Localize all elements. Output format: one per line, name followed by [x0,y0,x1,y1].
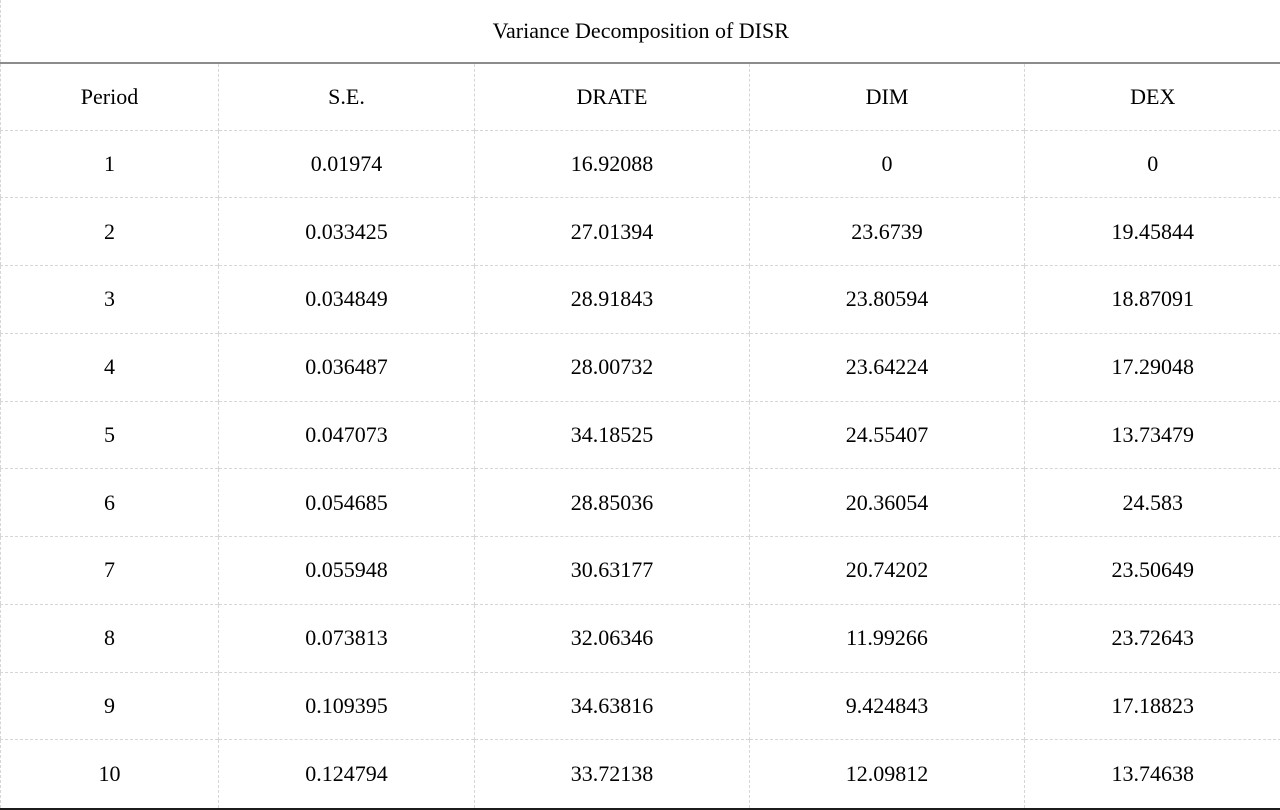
table-cell: 0.054685 [218,468,475,537]
table-cell: 9.424843 [749,671,1025,740]
table-cell: 4 [0,332,219,402]
table-cell: 18.87091 [1023,265,1280,334]
table-row: 10 0.124794 33.72138 12.09812 13.74638 [0,739,1280,809]
table-row: 8 0.073813 32.06346 11.99266 23.72643 [0,603,1280,673]
table-row: 5 0.047073 34.18525 24.55407 13.73479 [0,400,1280,469]
table-cell: 28.00732 [474,332,750,402]
table-cell: 8 [0,603,219,673]
table-cell: 13.74638 [1023,739,1280,809]
table-cell: 1 [0,129,219,198]
table-row: 9 0.109395 34.63816 9.424843 17.18823 [0,671,1280,740]
table-cell: 23.80594 [749,265,1025,334]
table-row: 4 0.036487 28.00732 23.64224 17.29048 [0,332,1280,402]
table-cell: 19.45844 [1023,197,1280,266]
column-header-dim: DIM [749,63,1025,130]
table-cell: 0 [749,129,1025,198]
table-cell: 23.72643 [1023,603,1280,673]
table-title: Variance Decomposition of DISR [0,0,1280,64]
column-header-dex: DEX [1023,63,1280,130]
table-cell: 0.073813 [218,603,475,673]
table-row: 6 0.054685 28.85036 20.36054 24.583 [0,468,1280,537]
table-row: 3 0.034849 28.91843 23.80594 18.87091 [0,265,1280,334]
table-cell: 23.50649 [1023,536,1280,605]
table-cell: 2 [0,197,219,266]
table-cell: 17.29048 [1023,332,1280,402]
table-cell: 20.74202 [749,536,1025,605]
table-cell: 34.18525 [474,400,750,469]
table-cell: 24.55407 [749,400,1025,469]
table-cell: 28.91843 [474,265,750,334]
table-row: 7 0.055948 30.63177 20.74202 23.50649 [0,536,1280,605]
table-cell: 17.18823 [1023,671,1280,740]
table-cell: 12.09812 [749,739,1025,809]
table-cell: 32.06346 [474,603,750,673]
table-cell: 34.63816 [474,671,750,740]
table-cell: 23.6739 [749,197,1025,266]
table-cell: 11.99266 [749,603,1025,673]
table-header-row: Period S.E. DRATE DIM DEX [1,63,1280,130]
table-cell: 6 [0,468,219,537]
table-cell: 0 [1023,129,1280,198]
table-cell: 9 [0,671,219,740]
table-cell: 0.01974 [218,129,475,198]
table-cell: 7 [0,536,219,605]
table-title-row: Variance Decomposition of DISR [0,0,1280,64]
table-cell: 24.583 [1023,468,1280,537]
table-cell: 0.055948 [218,536,475,605]
column-header-period: Period [80,83,139,109]
table-cell: 0.109395 [218,671,475,740]
table-cell: 13.73479 [1023,400,1280,469]
table-cell: 0.124794 [218,739,475,809]
table-cell: 0.047073 [218,400,475,469]
table-cell: 10 [0,739,219,809]
table-cell: 0.036487 [218,332,475,402]
table-cell: 20.36054 [749,468,1025,537]
table-cell: 33.72138 [474,739,750,809]
table-cell: 3 [0,265,219,334]
table-row: 2 0.033425 27.01394 23.6739 19.45844 [0,197,1280,266]
table-cell: 16.92088 [474,129,750,198]
table-cell: 27.01394 [474,197,750,266]
table-row: 1 0.01974 16.92088 0 0 [0,129,1280,198]
column-header-drate: DRATE [474,63,750,130]
table-cell: 30.63177 [474,536,750,605]
table-cell: 0.034849 [218,265,475,334]
table-cell: 0.033425 [218,197,475,266]
column-header-se: S.E. [218,63,475,130]
table-cell: 23.64224 [749,332,1025,402]
table-cell: 5 [0,400,219,469]
table-cell: 28.85036 [474,468,750,537]
